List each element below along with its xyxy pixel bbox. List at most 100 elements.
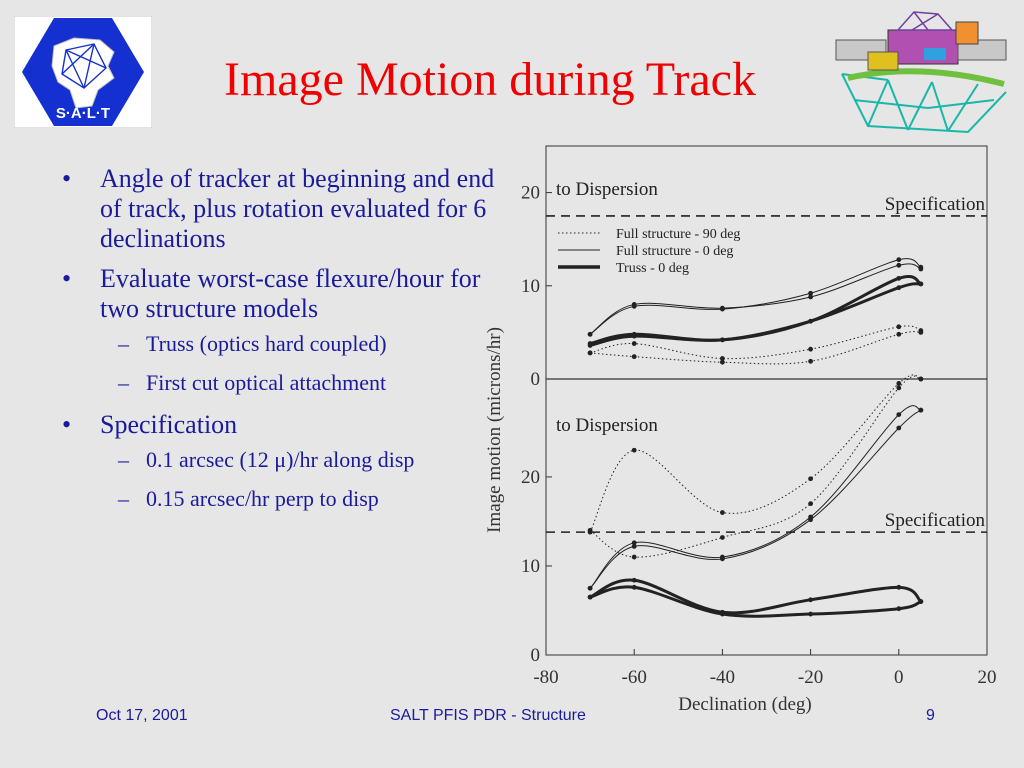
data-point [631,333,637,339]
data-point [896,412,902,418]
data-point [918,328,924,333]
data-point [720,359,725,365]
data-point [896,606,902,612]
data-point [587,350,593,356]
y-tick-label: 0 [531,369,541,390]
data-point [720,337,725,343]
sub-bullet-item: 0.15 arcsec/hr perp to disp [100,487,502,512]
data-point [631,354,637,360]
x-axis-label: Declination (deg) [678,694,811,715]
data-point [587,331,593,337]
data-point [720,305,725,311]
x-tick-label: -20 [798,667,823,688]
specification-label: Specification [885,194,986,215]
data-point [587,343,593,348]
data-point [720,510,725,515]
data-point [808,501,813,507]
data-point [720,356,725,361]
bullet-list: Angle of tracker at beginning and end of… [62,164,502,526]
sub-bullet-list: Truss (optics hard coupled) First cut op… [100,332,502,396]
series-line [589,374,921,533]
logo-text: S·A·L·T [56,105,110,122]
y-tick-label: 20 [521,467,540,488]
telescope-model-image [828,4,1014,134]
data-point [808,346,813,352]
data-point [918,281,924,287]
data-point [631,577,637,583]
plot-frame [545,145,988,656]
image-motion-chart: 0 10 20 Specification to Dispersion 0 10 20 Spec… [484,145,997,715]
x-tick-label: -60 [622,667,647,688]
data-point [720,556,725,562]
x-tick-label: 20 [978,667,997,688]
data-point [808,318,813,324]
data-point [896,257,902,263]
dispersion-annotation: to Dispersion [556,179,658,200]
data-point [587,527,593,533]
legend-label: Full structure - 0 deg [616,244,733,259]
specification-label: Specification [885,510,986,531]
salt-logo: S·A·L·T [13,15,153,129]
series-line [589,325,922,360]
sub-bullet-list: 0.1 arcsec (12 μ)/hr along disp 0.15 arc… [100,448,502,512]
data-point [918,407,924,413]
data-point [896,331,902,337]
data-point [896,285,902,291]
data-point [631,540,637,546]
data-point [631,341,637,346]
bullet-text: Angle of tracker at beginning and end of… [100,164,495,253]
data-point [720,611,725,617]
dispersion-annotation: to Dispersion [556,415,658,436]
sub-bullet-item: Truss (optics hard coupled) [100,332,502,357]
bullet-item: Evaluate worst-case flexure/hour for two… [62,264,502,395]
footer-date: Oct 17, 2001 [96,707,188,724]
data-point [918,599,924,604]
data-point [631,302,637,307]
legend-label: Truss - 0 deg [616,261,689,276]
data-point [808,597,813,603]
x-tick-label: -80 [533,667,558,688]
data-point [896,385,902,391]
y-tick-label: 20 [521,183,540,204]
data-point [808,290,813,296]
y-tick-label: 10 [521,276,540,297]
data-point [896,381,902,386]
legend-label: Full structure - 90 deg [616,227,740,242]
bullet-item: Specification 0.1 arcsec (12 μ)/hr along… [62,410,502,511]
series-line [589,409,922,589]
bullet-text: Evaluate worst-case flexure/hour for two… [100,264,481,323]
x-tick-label: -40 [710,667,735,688]
data-point [808,476,813,482]
sub-bullet-item: First cut optical attachment [100,371,502,396]
data-point [631,584,637,590]
data-point [631,447,637,453]
data-point [808,517,813,523]
bullet-item: Angle of tracker at beginning and end of… [62,164,502,254]
series-line [589,578,922,615]
data-point [808,611,813,617]
y-tick-label: 10 [521,556,540,577]
data-point [808,358,813,364]
sub-bullet-item: 0.1 arcsec (12 μ)/hr along disp [100,448,502,473]
data-point [808,294,813,300]
data-point [896,324,902,330]
data-point [896,275,902,281]
footer-title: SALT PFIS PDR - Structure [390,707,586,724]
x-tick-label: 0 [894,667,904,688]
data-point [631,554,637,560]
data-point [918,376,924,382]
footer-page-number: 9 [926,707,935,724]
bullet-text: Specification [100,410,238,439]
data-point [896,584,902,590]
y-tick-label: 0 [531,645,541,666]
data-point [587,585,593,591]
data-point [587,594,593,600]
series-line [589,274,922,346]
data-point [896,262,902,268]
slide-title: Image Motion during Track [224,53,756,106]
data-point [631,543,637,549]
data-point [896,425,902,431]
y-axis-label: Image motion (microns/hr) [484,327,505,533]
data-point [918,266,924,272]
series-line [589,375,922,558]
